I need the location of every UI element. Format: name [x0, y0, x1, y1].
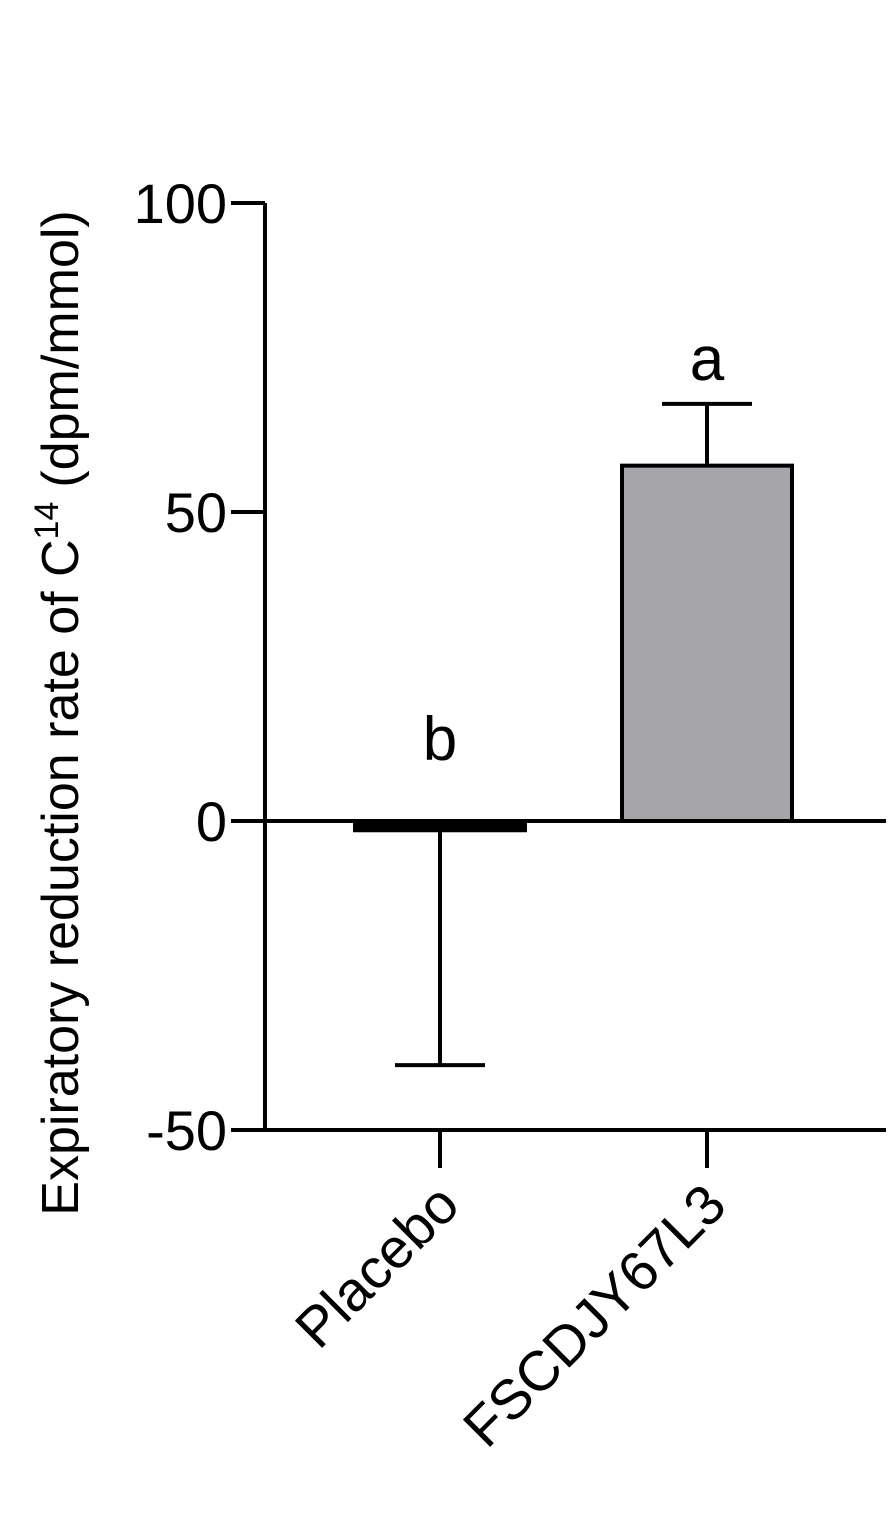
- y-tick-label: 100: [134, 172, 227, 235]
- significance-label: b: [423, 705, 457, 774]
- y-ticks: -50 0 50 100: [134, 172, 265, 1162]
- y-tick-label: 0: [196, 790, 227, 853]
- bar-placebo: [353, 819, 527, 833]
- y-tick-label: -50: [146, 1099, 227, 1162]
- x-category-label: FSCDJY67L3: [451, 1172, 738, 1459]
- y-axis-title-units: (dpm/mmol): [32, 210, 90, 487]
- y-axis-title: Expiratory reduction rate of C14 (dpm/mmo…: [28, 210, 90, 1215]
- y-axis-title-superscript: 14: [28, 502, 66, 540]
- x-category-label: Placebo: [283, 1172, 471, 1360]
- y-axis-title-main: Expiratory reduction rate of C: [32, 539, 90, 1215]
- significance-label: a: [690, 325, 725, 394]
- bars: ba: [353, 325, 794, 1068]
- bar-fscdjy67l3: [620, 463, 794, 823]
- y-tick-label: 50: [165, 481, 227, 544]
